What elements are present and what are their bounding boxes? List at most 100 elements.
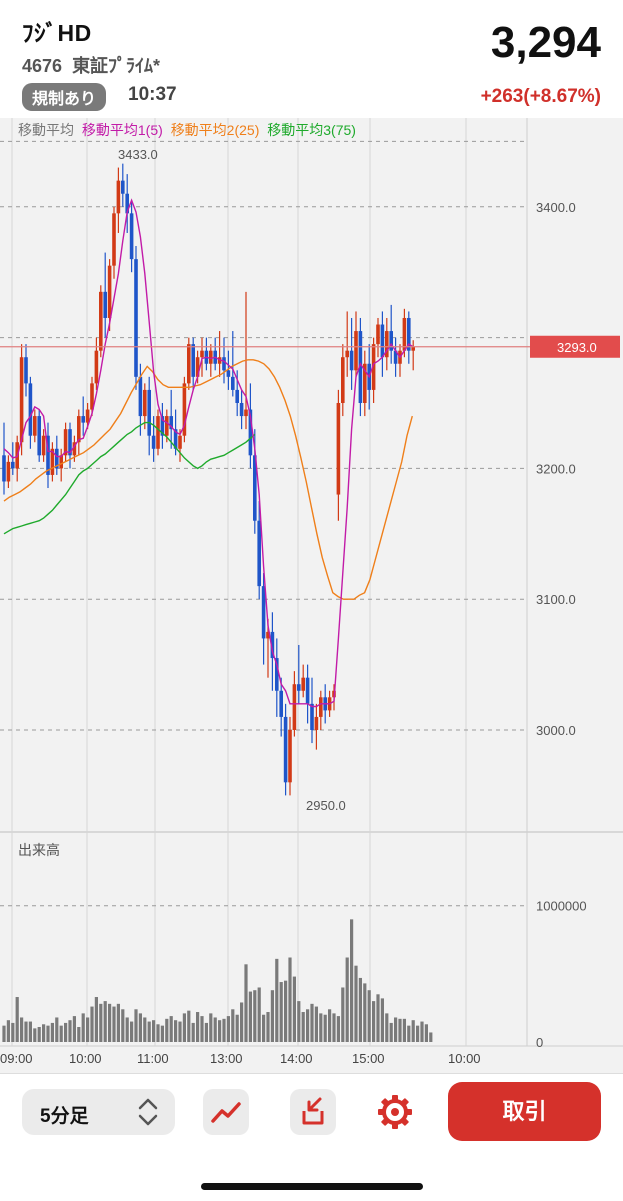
volume-bar (380, 998, 384, 1042)
candle-body (182, 383, 187, 436)
x-tick-label: 10:00 (69, 1051, 102, 1066)
candle-body (222, 357, 226, 371)
candle-body (239, 403, 244, 417)
candle-body (156, 416, 160, 449)
volume-bar (345, 957, 349, 1042)
chart-area[interactable]: 3400.0 3200.0 3100.0 3000.0 1000000 0 3293.0 34… (0, 118, 623, 1073)
volume-bar (363, 983, 367, 1042)
volume-bar (196, 1012, 200, 1042)
volume-bar (398, 1018, 402, 1042)
quote-time: 10:37 (128, 84, 177, 105)
volume-bar (6, 1020, 10, 1042)
volume-bar (160, 1025, 164, 1042)
volume-bar (178, 1021, 182, 1042)
candle-body (85, 409, 90, 423)
candle-body (345, 350, 349, 358)
volume-bar (257, 987, 261, 1042)
candle-body (310, 703, 314, 730)
candle-body (112, 213, 116, 266)
candle-body (231, 376, 235, 390)
volume-bar (240, 1002, 244, 1042)
settings-button[interactable] (372, 1089, 418, 1135)
volume-bar (367, 990, 371, 1042)
volume-bar (42, 1024, 46, 1042)
volume-bar (200, 1016, 204, 1042)
regulation-badge: 規制あり (22, 83, 107, 111)
candle-body (191, 344, 195, 377)
x-tick-label: 14:00 (280, 1051, 313, 1066)
volume-bar (11, 1022, 15, 1042)
y-tick-label: 3100.0 (536, 592, 576, 607)
volume-bar (20, 1017, 24, 1042)
indicator-button[interactable] (203, 1089, 249, 1135)
ma-legend: 移動平均 移動平均1(5) 移動平均2(25) 移動平均3(75) (18, 120, 360, 140)
candle-body (138, 376, 143, 417)
volume-bar (262, 1014, 266, 1042)
change-percent: (+8.67%) (523, 86, 601, 107)
volume-bar (226, 1016, 230, 1042)
candle-body (50, 448, 55, 475)
timeframe-selector[interactable]: 5分足 (22, 1089, 175, 1135)
candle-body (19, 357, 24, 443)
volume-tick-label: 1000000 (536, 899, 587, 914)
candle-body (107, 265, 112, 318)
volume-bar (416, 1025, 420, 1042)
volume-label: 出来高 (18, 842, 60, 858)
candle-body (94, 350, 99, 384)
volume-bar (253, 990, 257, 1042)
candle-body (261, 586, 266, 639)
candle-body (41, 435, 46, 456)
volume-bar (68, 1020, 72, 1042)
volume-bar (314, 1006, 318, 1042)
volume-bar (28, 1021, 32, 1042)
price-change: +263(+8.67%) (481, 86, 601, 108)
candle-body (37, 416, 41, 456)
volume-bar (358, 977, 362, 1042)
candle-body (195, 357, 200, 377)
volume-bar (204, 1022, 208, 1042)
candle-body (297, 684, 301, 691)
volume-bar (213, 1017, 217, 1042)
volume-bar (218, 1020, 222, 1042)
candle-body (46, 435, 50, 475)
candle-body (6, 461, 11, 482)
candle-body (134, 259, 138, 377)
volume-bar (279, 982, 283, 1042)
volume-bar (222, 1018, 226, 1042)
candle-body (169, 416, 173, 430)
ma2-line (3, 359, 413, 600)
volume-bar (33, 1028, 37, 1042)
volume-bar (81, 1013, 85, 1042)
candle-body (393, 350, 398, 364)
candle-body (380, 324, 385, 358)
candle-body (165, 416, 169, 436)
volume-bar (372, 1001, 376, 1042)
volume-bar (112, 1006, 116, 1042)
volume-bar (429, 1032, 433, 1042)
x-tick-label: 13:00 (210, 1051, 243, 1066)
candle-body (55, 448, 59, 469)
volume-bar (310, 1003, 314, 1042)
volume-bar (323, 1014, 327, 1042)
trade-button[interactable]: 取引 (448, 1082, 601, 1141)
volume-bar (64, 1022, 68, 1042)
reset-icon (302, 1097, 324, 1125)
volume-bar (297, 1001, 301, 1042)
candle-body (257, 520, 261, 587)
volume-bar (125, 1017, 129, 1042)
volume-bar (15, 997, 19, 1042)
candle-body (363, 363, 367, 403)
candle-body (301, 677, 305, 691)
candle-body (151, 435, 156, 449)
volume-bar (191, 1022, 195, 1042)
candle-body (354, 331, 358, 371)
reset-button[interactable] (290, 1089, 336, 1135)
candle-body (314, 716, 319, 730)
candle-body (270, 631, 275, 659)
candlestick-chart[interactable]: 3400.0 3200.0 3100.0 3000.0 1000000 0 3293.0 34… (0, 118, 623, 1073)
volume-bar (37, 1027, 41, 1042)
volume-bar (235, 1014, 239, 1042)
volume-bar (187, 1010, 191, 1042)
stock-header: ﾌｼﾞHD 4676 東証ﾌﾟﾗｲﾑ* 規制あり 10:37 3,294 +26… (0, 0, 623, 118)
candle-body (99, 291, 103, 351)
